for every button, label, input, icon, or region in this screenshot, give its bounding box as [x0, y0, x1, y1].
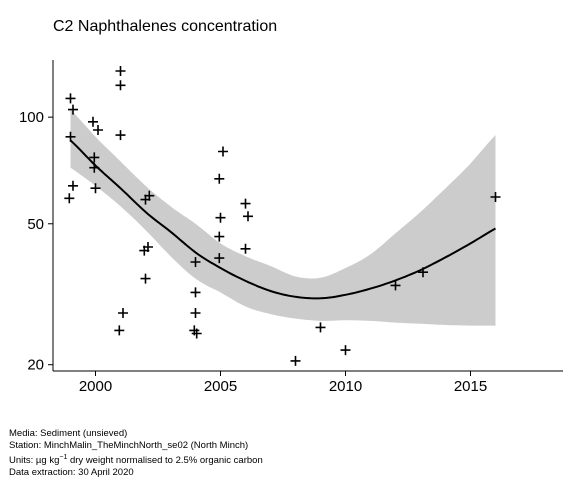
data-point-3	[65, 131, 76, 142]
data-point-22	[190, 287, 201, 298]
y-tick-label-100: 100	[19, 109, 44, 126]
footer-notes: Media: Sediment (unsieved) Station: Minc…	[9, 428, 263, 479]
data-point-30	[214, 253, 225, 264]
data-points-layer	[64, 66, 501, 366]
confidence-band	[70, 109, 496, 326]
x-tick-label-2015: 2015	[454, 378, 487, 395]
data-point-1	[65, 93, 76, 104]
data-point-20	[140, 273, 151, 284]
trend-line	[69, 139, 497, 300]
data-point-8	[89, 152, 100, 163]
data-point-26	[218, 146, 228, 157]
data-point-29	[214, 231, 225, 242]
data-point-23	[190, 308, 201, 318]
footer-units-exponent: −1	[59, 454, 68, 461]
axes-layer: 2000 2005 2010 2015 20 50 100	[19, 60, 563, 395]
x-tick-label-2005: 2005	[204, 378, 237, 395]
data-point-10	[90, 183, 101, 194]
y-tick-label-20: 20	[27, 357, 44, 374]
footer-units-prefix: Units: µg kg	[9, 455, 60, 467]
footer-station: Station: MinchMalin_TheMinchNorth_se02 (…	[9, 440, 249, 451]
data-point-14	[118, 308, 128, 318]
data-point-27	[214, 173, 225, 184]
data-point-21	[190, 257, 201, 267]
data-point-38	[418, 267, 428, 278]
data-point-7	[93, 125, 103, 135]
data-point-17	[144, 190, 155, 201]
data-point-13	[115, 130, 126, 141]
x-tick-label-2000: 2000	[79, 378, 112, 395]
data-point-4	[68, 180, 78, 191]
data-point-31	[240, 198, 251, 209]
footer-media: Media: Sediment (unsieved)	[9, 428, 128, 439]
data-point-28	[215, 212, 226, 223]
data-point-9	[89, 162, 100, 173]
footer-units-suffix: dry weight normalised to 2.5% organic ca…	[67, 455, 263, 467]
x-tick-label-2010: 2010	[329, 378, 362, 395]
data-point-35	[315, 322, 326, 333]
data-point-36	[340, 345, 351, 356]
data-point-12	[115, 80, 126, 91]
data-point-32	[243, 211, 253, 222]
trend-line-layer	[69, 139, 497, 300]
data-point-37	[390, 280, 401, 291]
data-point-34	[290, 355, 301, 366]
data-point-2	[68, 104, 78, 115]
data-point-5	[64, 193, 75, 204]
chart-title: C2 Naphthalenes concentration	[53, 18, 278, 35]
footer-units: Units: µg kg−1 dry weight normalised to …	[9, 452, 263, 467]
data-point-6	[88, 116, 98, 127]
data-point-25	[191, 328, 202, 339]
data-point-39	[490, 192, 501, 202]
data-point-19	[139, 245, 150, 256]
data-point-15	[114, 325, 125, 336]
footer-extraction: Data extraction: 30 April 2020	[9, 467, 134, 479]
y-tick-label-50: 50	[27, 216, 44, 233]
confidence-band-layer	[70, 109, 496, 326]
data-point-33	[240, 243, 251, 254]
data-point-11	[115, 66, 126, 76]
